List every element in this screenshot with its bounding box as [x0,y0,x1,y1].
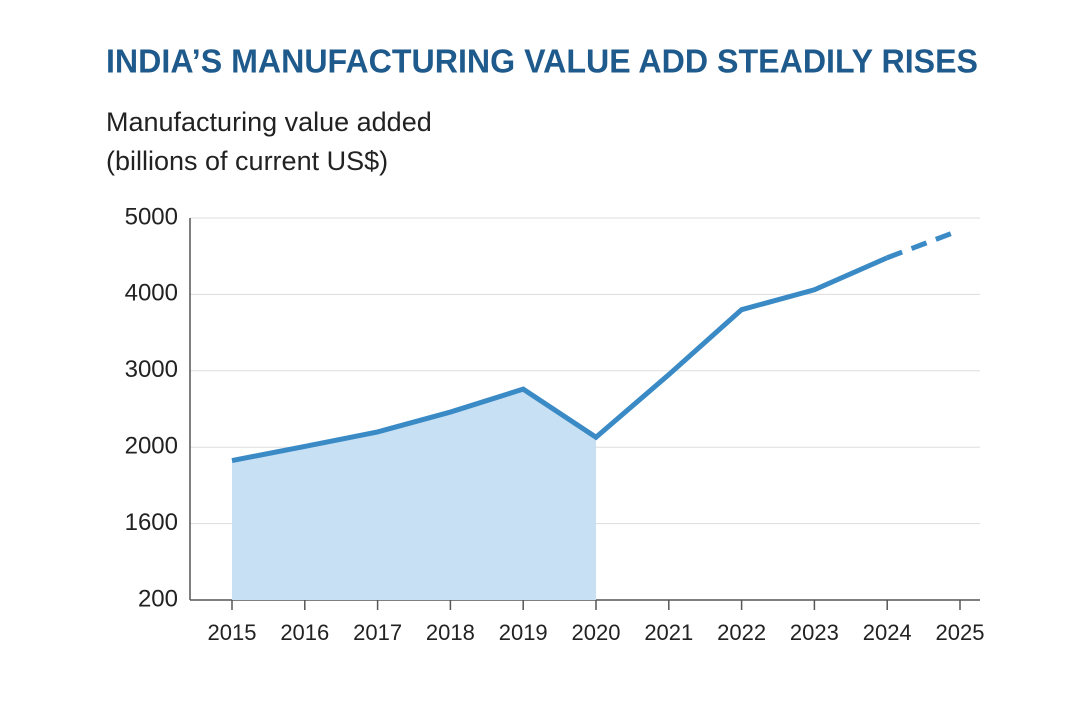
x-tick-label: 2017 [353,620,402,645]
subtitle: Manufacturing value added [106,107,432,137]
y-tick-label: 1600 [125,509,178,536]
x-tick-label: 2022 [717,620,766,645]
x-tick-label: 2024 [863,620,912,645]
y-tick-label: 200 [138,585,178,612]
x-tick-label: 2018 [426,620,475,645]
x-tick-label: 2020 [572,620,621,645]
x-tick-label: 2016 [280,620,329,645]
x-tick-label: 2015 [208,620,257,645]
area [232,389,596,600]
y-tick-label: 5000 [125,203,178,230]
line [231,255,889,464]
subtitle: (billions of current US$) [106,146,388,176]
x-tick-label: 2025 [936,620,985,645]
y-tick-label: 4000 [125,280,178,307]
x-tick-label: 2019 [499,620,548,645]
y-tick-label: 3000 [125,356,178,383]
x-tick-label: 2021 [644,620,693,645]
chart-title: INDIA’S MANUFACTURING VALUE ADD STEADILY… [106,43,978,80]
x-tick-label: 2023 [790,620,839,645]
projection-line [886,227,961,261]
y-tick-label: 2000 [125,433,178,460]
